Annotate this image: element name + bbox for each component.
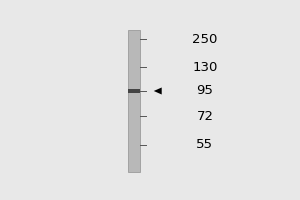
Text: 250: 250 (192, 33, 218, 46)
Text: 95: 95 (196, 84, 213, 97)
Bar (128, 89, 140, 93)
Text: 72: 72 (196, 110, 213, 123)
Text: 55: 55 (196, 138, 213, 151)
Bar (128, 30, 140, 172)
Polygon shape (154, 87, 162, 95)
Text: 130: 130 (192, 61, 218, 74)
